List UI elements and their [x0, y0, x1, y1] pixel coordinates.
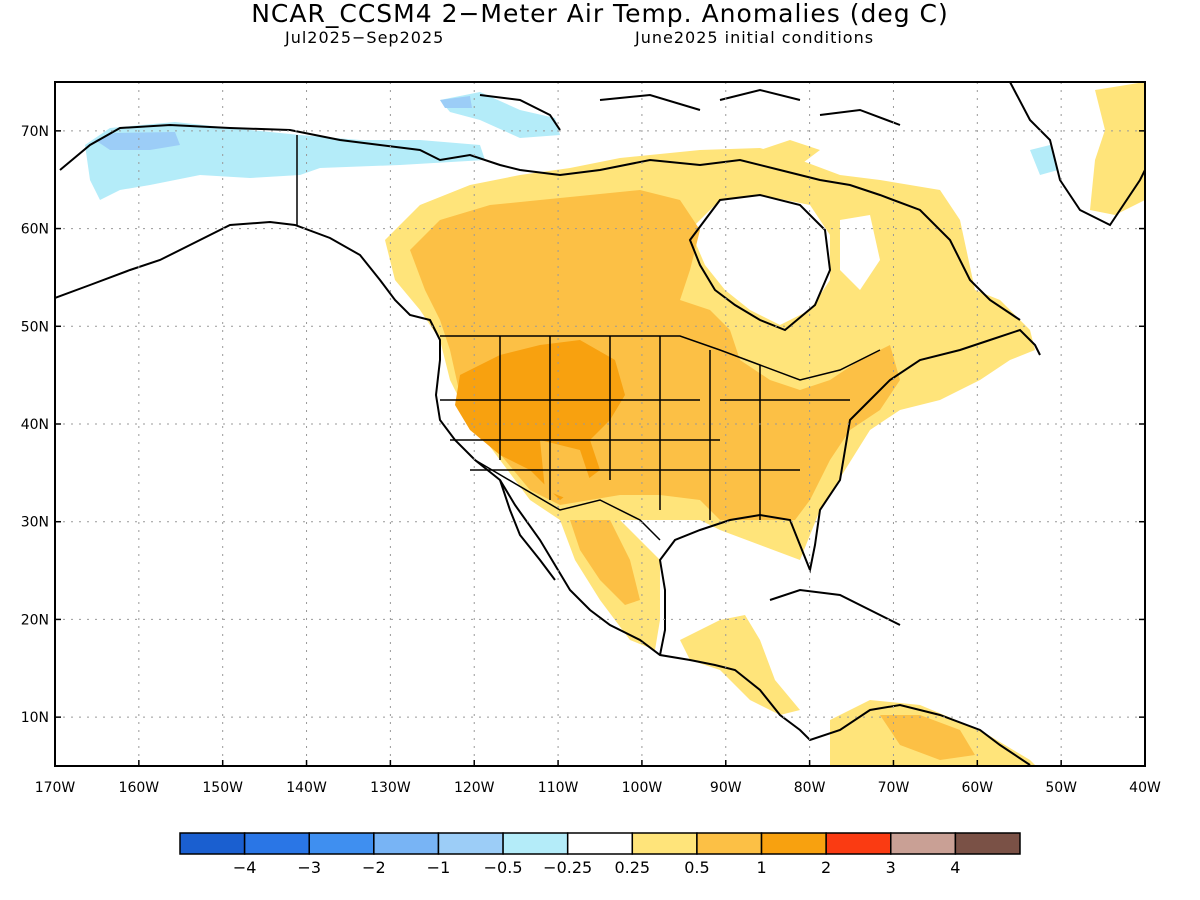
coastline-baja — [499, 479, 556, 581]
anomaly-region-baffin-warm — [760, 140, 820, 165]
anomaly-region-mexico-warm — [570, 520, 640, 605]
anomaly-region-venezuela-warm — [880, 715, 975, 760]
colorbar-swatch — [308, 832, 375, 855]
lon-label: 170W — [35, 780, 76, 796]
lat-label: 20N — [21, 612, 49, 628]
map-title: NCAR_CCSM4 2−Meter Air Temp. Anomalies (… — [251, 0, 949, 28]
colorbar-swatch — [631, 832, 698, 855]
lat-label: 60N — [21, 222, 49, 238]
border-us-states — [440, 336, 850, 520]
lon-label: 90W — [710, 780, 742, 796]
coastline-gulf — [658, 328, 1041, 656]
lat-label: 70N — [21, 124, 49, 140]
coastline-hudson-bay — [688, 193, 832, 332]
lon-label: 70W — [878, 780, 910, 796]
colorbar-label: 0.25 — [614, 858, 650, 877]
political-borders — [296, 135, 881, 541]
coastline-greenland — [1009, 82, 1145, 227]
colorbar-label: −0.5 — [484, 858, 523, 877]
coastline-islands-ne — [479, 88, 901, 131]
colorbar-label: −0.25 — [543, 858, 592, 877]
anomaly-region-hudson-bay-neutral — [690, 195, 830, 325]
coastline-cuba — [769, 588, 901, 626]
colorbar-swatch — [437, 832, 504, 855]
longitude-axis: 170W 160W 150W 140W 130W 120W 110W 100W 90W 80W 70… — [35, 760, 1161, 796]
colorbar-label: −3 — [297, 858, 321, 877]
lat-label: 30N — [21, 515, 49, 531]
colorbar-swatch — [825, 832, 892, 855]
anomaly-region-central-america-warm — [680, 615, 800, 715]
anomaly-shading — [85, 82, 1145, 766]
lon-label: 120W — [454, 780, 495, 796]
anomaly-region-greenland-warm — [1090, 82, 1145, 215]
colorbar-swatch — [179, 832, 246, 855]
colorbar-label: 3 — [886, 858, 896, 877]
anomaly-region-labrador-neutral — [840, 215, 880, 290]
anomaly-region-greenland-cool — [1030, 145, 1058, 175]
border-us-mexico — [474, 459, 661, 541]
anomaly-region-alaska-cool — [85, 122, 485, 200]
map-grid — [55, 82, 1145, 766]
colorbar-swatch — [243, 832, 310, 855]
lon-label: 50W — [1045, 780, 1077, 796]
lon-label: 110W — [538, 780, 579, 796]
anomaly-region-alaska-cool-2 — [95, 132, 180, 150]
lon-label: 80W — [794, 780, 826, 796]
lon-label: 150W — [202, 780, 243, 796]
colorbar-swatch — [566, 832, 634, 855]
colorbar-swatch — [373, 832, 440, 855]
lat-label: 40N — [21, 417, 49, 433]
colorbar-label: −2 — [362, 858, 386, 877]
colorbar: −4 −3 −2 −1 −0.5 −0.25 0.25 0.5 1 2 3 4 — [179, 832, 1021, 877]
colorbar-swatch — [890, 832, 957, 855]
lat-label: 10N — [21, 710, 49, 726]
colorbar-label: −4 — [233, 858, 257, 877]
initial-conditions: June2025 initial conditions — [635, 28, 875, 47]
colorbar-swatch — [760, 832, 827, 855]
colorbar-label: 2 — [821, 858, 831, 877]
lon-label: 40W — [1129, 780, 1161, 796]
colorbar-swatch — [696, 832, 763, 855]
colorbar-label: −1 — [427, 858, 451, 877]
colorbar-label: 0.5 — [684, 858, 709, 877]
forecast-period: Jul2025−Sep2025 — [285, 28, 445, 47]
latitude-axis: 70N 60N 50N 40N 30N 20N 10N — [21, 124, 1145, 726]
coastline-arctic — [59, 123, 1021, 321]
lon-label: 60W — [961, 780, 993, 796]
lon-label: 100W — [622, 780, 663, 796]
anomaly-region-arctic-cool-2 — [440, 96, 472, 108]
colorbar-swatch — [954, 832, 1021, 855]
colorbar-swatch — [502, 832, 569, 855]
colorbar-label: 1 — [756, 858, 766, 877]
colorbar-label: 4 — [950, 858, 960, 877]
lat-label: 50N — [21, 319, 49, 335]
lon-label: 160W — [119, 780, 160, 796]
lon-label: 140W — [286, 780, 327, 796]
lon-label: 130W — [370, 780, 411, 796]
